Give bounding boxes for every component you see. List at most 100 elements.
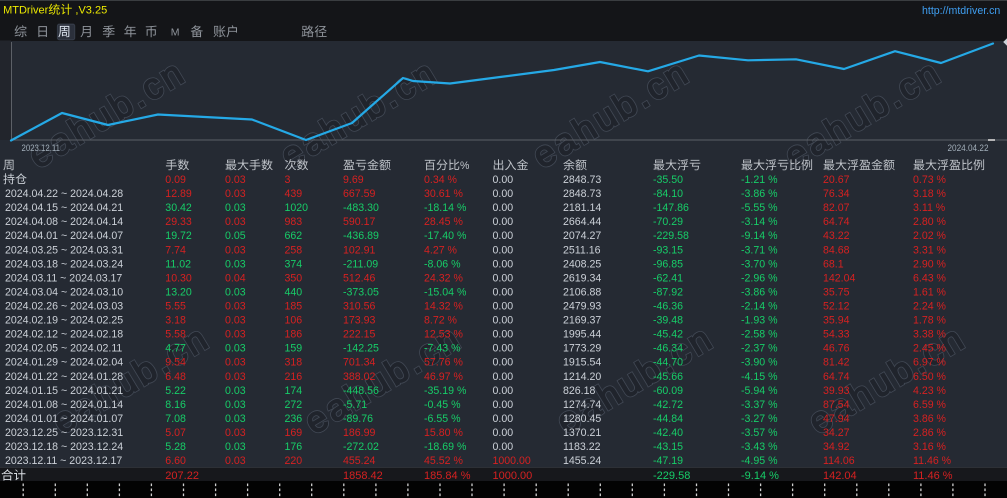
- svg-text:-2.58 %: -2.58 %: [741, 329, 778, 341]
- svg-text:3.18 %: 3.18 %: [913, 188, 947, 200]
- svg-text:-45.42: -45.42: [653, 329, 683, 341]
- svg-text:9.54: 9.54: [165, 357, 186, 369]
- svg-text:11.02: 11.02: [165, 258, 191, 270]
- svg-text:45.52 %: 45.52 %: [424, 455, 463, 467]
- svg-text:2023.12.25 ~ 2023.12.31: 2023.12.25 ~ 2023.12.31: [5, 427, 123, 439]
- svg-text:0.00: 0.00: [493, 230, 514, 242]
- svg-text:-44.84: -44.84: [653, 413, 683, 425]
- svg-text:4.23 %: 4.23 %: [913, 385, 947, 397]
- svg-text:-5.94 %: -5.94 %: [741, 385, 778, 397]
- svg-text:2024.03.11 ~ 2024.03.17: 2024.03.11 ~ 2024.03.17: [5, 272, 122, 284]
- svg-text:-0.45 %: -0.45 %: [424, 399, 461, 411]
- svg-text:3.18: 3.18: [165, 315, 186, 327]
- svg-text:-44.70: -44.70: [653, 357, 683, 369]
- svg-text:2024.01.22 ~ 2024.01.28: 2024.01.22 ~ 2024.01.28: [5, 371, 123, 383]
- svg-text:2024.04.15 ~ 2024.04.21: 2024.04.15 ~ 2024.04.21: [5, 202, 123, 214]
- svg-text:0.05: 0.05: [225, 230, 246, 242]
- svg-text:2024.04.22 ~ 2024.04.28: 2024.04.22 ~ 2024.04.28: [5, 188, 123, 200]
- svg-text:0.00: 0.00: [493, 399, 514, 411]
- svg-text:-3.86 %: -3.86 %: [741, 188, 778, 200]
- svg-text:512.46: 512.46: [343, 272, 376, 284]
- svg-text:-87.92: -87.92: [653, 286, 683, 298]
- svg-text:-35.50: -35.50: [653, 174, 683, 186]
- svg-text:0.03: 0.03: [225, 441, 246, 453]
- svg-text:0.09: 0.09: [165, 174, 186, 186]
- svg-text:272: 272: [285, 399, 303, 411]
- svg-text:2024.03.25 ~ 2024.03.31: 2024.03.25 ~ 2024.03.31: [5, 244, 123, 256]
- svg-text:-42.72: -42.72: [653, 399, 683, 411]
- svg-text:318: 318: [285, 357, 303, 369]
- svg-text:2024.04.08 ~ 2024.04.14: 2024.04.08 ~ 2024.04.14: [5, 216, 123, 228]
- svg-text:14.32 %: 14.32 %: [424, 301, 463, 313]
- svg-text:1370.21: 1370.21: [563, 427, 601, 439]
- svg-text:440: 440: [285, 286, 303, 298]
- svg-text:46.97 %: 46.97 %: [424, 371, 463, 383]
- svg-text:3.38 %: 3.38 %: [913, 329, 947, 341]
- svg-text:0.03: 0.03: [225, 343, 246, 355]
- svg-text:-3.14 %: -3.14 %: [741, 216, 778, 228]
- svg-text:-3.37 %: -3.37 %: [741, 399, 778, 411]
- svg-text:2848.73: 2848.73: [563, 174, 601, 186]
- svg-text:3.16 %: 3.16 %: [913, 441, 947, 453]
- svg-text:0.03: 0.03: [225, 301, 246, 313]
- svg-text:0.00: 0.00: [493, 343, 514, 355]
- svg-text:5.28: 5.28: [165, 441, 186, 453]
- svg-text:0.00: 0.00: [493, 371, 514, 383]
- svg-text:-47.19: -47.19: [653, 455, 683, 467]
- svg-text:0.03: 0.03: [225, 455, 246, 467]
- svg-text:159: 159: [285, 343, 303, 355]
- svg-text:,V3.25: ,V3.25: [75, 5, 107, 17]
- svg-text:662: 662: [285, 230, 303, 242]
- svg-text:106: 106: [285, 315, 303, 327]
- svg-text:-45.66: -45.66: [653, 371, 683, 383]
- svg-text:0.03: 0.03: [225, 371, 246, 383]
- svg-text:6.48: 6.48: [165, 371, 186, 383]
- svg-text:0.00: 0.00: [493, 357, 514, 369]
- svg-text:0.00: 0.00: [493, 301, 514, 313]
- svg-text:6.43 %: 6.43 %: [913, 272, 947, 284]
- svg-text:7.08: 7.08: [165, 413, 186, 425]
- svg-text:-84.10: -84.10: [653, 188, 683, 200]
- svg-text:590.17: 590.17: [343, 216, 376, 228]
- svg-text:0.03: 0.03: [225, 315, 246, 327]
- svg-text:2848.73: 2848.73: [563, 188, 601, 200]
- svg-text:207.22: 207.22: [165, 470, 199, 482]
- svg-text:9.69: 9.69: [343, 174, 364, 186]
- svg-text:6.60: 6.60: [165, 455, 186, 467]
- svg-text:0.03: 0.03: [225, 413, 246, 425]
- svg-text:0.73 %: 0.73 %: [913, 174, 947, 186]
- svg-text:-2.37 %: -2.37 %: [741, 343, 778, 355]
- svg-text:-15.04 %: -15.04 %: [424, 286, 467, 298]
- svg-text:39.93: 39.93: [823, 385, 850, 397]
- svg-text:11.46 %: 11.46 %: [913, 470, 953, 482]
- svg-text:15.80 %: 15.80 %: [424, 427, 463, 439]
- svg-text:-1.21 %: -1.21 %: [741, 174, 778, 186]
- svg-text:1.78 %: 1.78 %: [913, 315, 947, 327]
- svg-text:374: 374: [285, 258, 303, 270]
- svg-text:2024.01.01 ~ 2024.01.07: 2024.01.01 ~ 2024.01.07: [5, 413, 123, 425]
- svg-text:-3.70 %: -3.70 %: [741, 258, 778, 270]
- svg-text:0.03: 0.03: [225, 244, 246, 256]
- svg-text:0.04: 0.04: [225, 272, 246, 284]
- svg-text:5.55: 5.55: [165, 301, 186, 313]
- svg-text:-18.69 %: -18.69 %: [424, 441, 467, 453]
- svg-text:-96.85: -96.85: [653, 258, 683, 270]
- svg-text:1.61 %: 1.61 %: [913, 286, 947, 298]
- svg-text:54.33: 54.33: [823, 329, 850, 341]
- svg-text:186: 186: [285, 329, 303, 341]
- svg-text:216: 216: [285, 371, 303, 383]
- svg-text:64.74: 64.74: [823, 216, 850, 228]
- svg-text:2024.04.01 ~ 2024.04.07: 2024.04.01 ~ 2024.04.07: [5, 230, 123, 242]
- svg-text:-4.95 %: -4.95 %: [741, 455, 778, 467]
- svg-text:220: 220: [285, 455, 303, 467]
- svg-text:-93.15: -93.15: [653, 244, 683, 256]
- svg-text:-7.43 %: -7.43 %: [424, 343, 461, 355]
- svg-text:174: 174: [285, 385, 303, 397]
- svg-text:24.32 %: 24.32 %: [424, 272, 463, 284]
- svg-text:2169.37: 2169.37: [563, 315, 601, 327]
- svg-text:2.24 %: 2.24 %: [913, 301, 947, 313]
- svg-text:310.56: 310.56: [343, 301, 376, 313]
- svg-text:185.84 %: 185.84 %: [424, 470, 471, 482]
- svg-text:1455.24: 1455.24: [563, 455, 601, 467]
- svg-text:-39.48: -39.48: [653, 315, 683, 327]
